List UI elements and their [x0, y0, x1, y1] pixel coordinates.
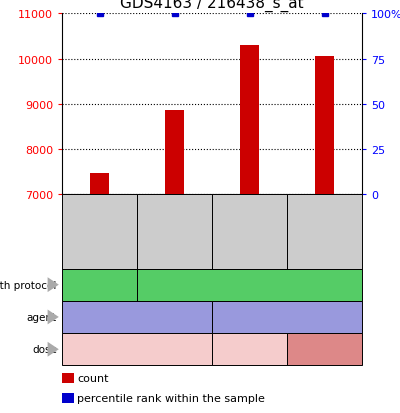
Text: GSM394093: GSM394093: [170, 202, 180, 261]
Text: 1 ng/ml: 1 ng/ml: [232, 345, 267, 354]
Text: GSM394095: GSM394095: [320, 202, 330, 261]
Text: NA: NA: [130, 345, 144, 354]
Text: GSM394092: GSM394092: [94, 202, 104, 261]
Bar: [240, 46, 259, 413]
Text: recombinant IFNa-2b: recombinant IFNa-2b: [240, 313, 334, 322]
Text: none: none: [126, 313, 148, 322]
Text: growth protocol: growth protocol: [0, 280, 57, 290]
Text: GSM394094: GSM394094: [244, 202, 254, 261]
Text: count: count: [77, 373, 109, 383]
Text: 100 ng/ml: 100 ng/ml: [302, 345, 348, 354]
Title: GDS4163 / 216438_s_at: GDS4163 / 216438_s_at: [120, 0, 304, 12]
Text: dose: dose: [32, 344, 57, 354]
Text: agent: agent: [27, 312, 57, 322]
Bar: [315, 57, 334, 413]
Text: cultured for 0
hours: cultured for 0 hours: [69, 275, 130, 294]
Bar: [90, 174, 109, 413]
Text: percentile rank within the sample: percentile rank within the sample: [77, 393, 265, 403]
Bar: [165, 111, 184, 413]
Text: cultured for 6 hours: cultured for 6 hours: [204, 280, 294, 290]
